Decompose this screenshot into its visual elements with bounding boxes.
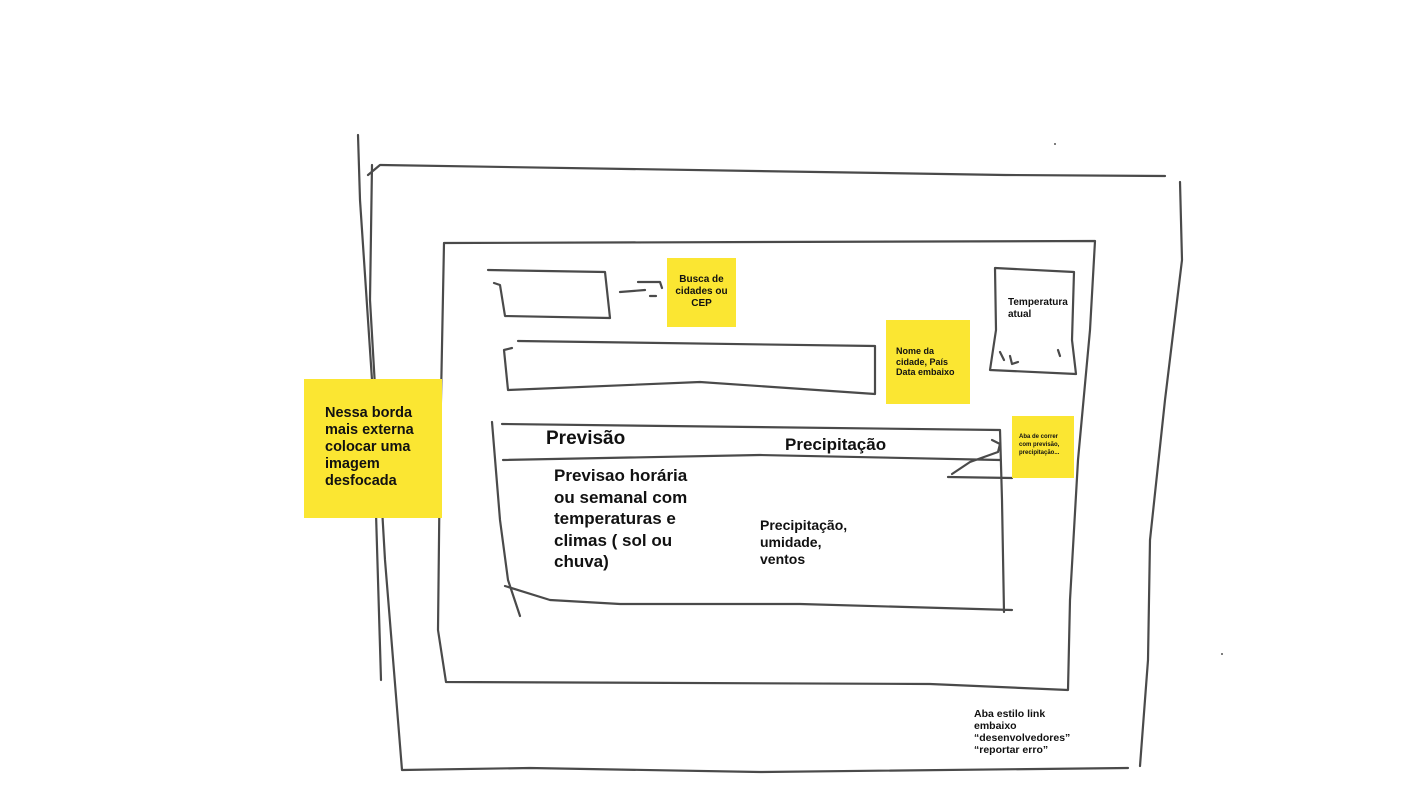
sticky-note-city-name-line2: Data embaixo [896,367,955,378]
forecast-panel-outline [490,420,1014,618]
city-name-box-outline [502,339,877,396]
sticky-note-scroll-tab: Aba de correr com previsão, precipitação… [1012,416,1074,478]
temperature-box-outline [988,266,1078,376]
precipitation-body-text: Precipitação, umidade, ventos [760,517,848,568]
current-temperature-label: Temperatura atual [1008,297,1068,320]
outer-border [356,133,1184,774]
sticky-note-outer-border-text: Nessa borda mais externa colocar uma ima… [325,405,414,490]
footer-links-note-line3: “reportar erro” [974,743,1049,756]
sticky-note-city-name-line1: Nome da cidade, País [896,346,949,367]
sticky-note-search-text: Busca de cidades ou CEP [675,274,728,309]
footer-links-note-line2: “desenvolvedores” [974,731,1071,744]
sticky-note-outer-border: Nessa borda mais externa colocar uma ima… [304,379,442,518]
precipitation-tab-label: Precipitação [785,435,887,454]
forecast-body-text: Previsao horária ou semanal com temperat… [554,466,688,572]
footer-links-note: Aba estilo link embaixo “desenvolvedores… [974,708,1094,757]
sticky-note-search: Busca de cidades ou CEP [667,258,736,327]
sticky-note-city-name: Nome da cidade, País Data embaixo [886,320,970,404]
search-box-outline [486,268,612,320]
footer-links-note-line1: Aba estilo link embaixo [974,708,1046,732]
sticky-note-scroll-tab-text: Aba de correr com previsão, precipitação… [1019,434,1060,456]
forecast-tab-label: Previsão [546,428,626,449]
search-connector [618,280,664,298]
scroll-tab-arrow [946,438,1014,480]
